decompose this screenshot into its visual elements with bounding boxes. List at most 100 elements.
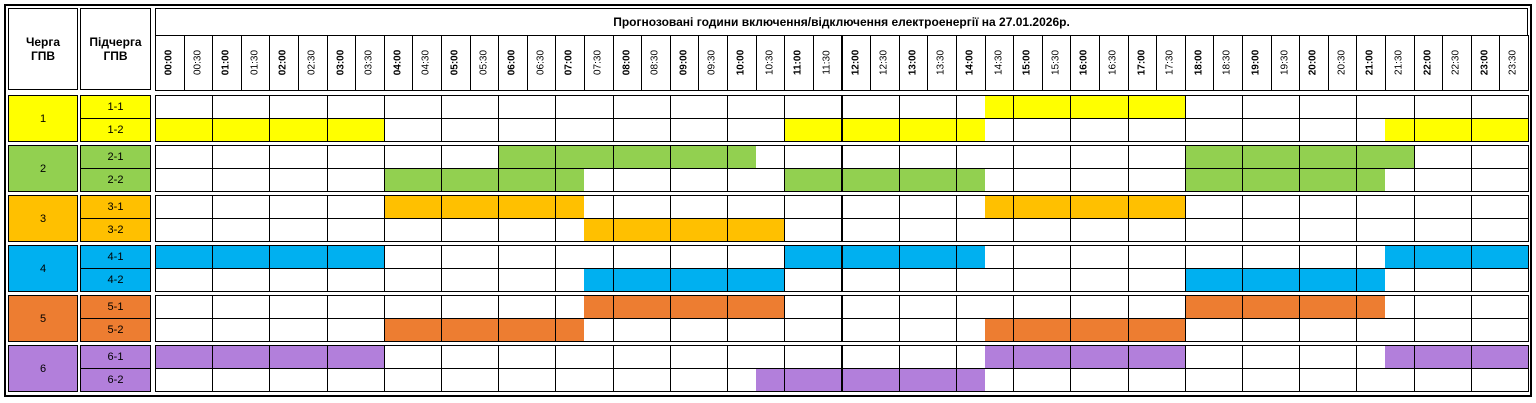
slot — [984, 295, 1014, 318]
slot — [1470, 295, 1500, 318]
slot — [1156, 218, 1186, 241]
slot — [326, 368, 356, 391]
slot — [755, 318, 785, 341]
slot — [183, 318, 213, 341]
slot — [1156, 245, 1186, 268]
slot — [927, 295, 957, 318]
hour-border — [898, 245, 957, 269]
slot — [1156, 95, 1186, 118]
slot — [269, 195, 299, 218]
time-label: 17:30 — [1164, 49, 1176, 76]
slot — [526, 268, 557, 291]
hour-border — [1470, 145, 1529, 169]
slot — [355, 245, 385, 268]
time-label: 21:30 — [1393, 49, 1405, 76]
hour-border — [612, 368, 671, 392]
hour-border — [1470, 295, 1529, 319]
slot — [1384, 95, 1415, 118]
slot — [269, 145, 299, 168]
slot — [727, 318, 757, 341]
slot — [1041, 168, 1071, 191]
time-label: 02:00 — [277, 49, 289, 76]
slot — [1070, 345, 1100, 368]
time-label: 12:00 — [850, 49, 861, 76]
slot — [1127, 168, 1157, 191]
slot — [1499, 368, 1529, 391]
slot — [641, 245, 671, 268]
slot — [355, 195, 385, 218]
hour-border — [155, 345, 214, 369]
slot — [1213, 295, 1243, 318]
slot — [1241, 195, 1272, 218]
slot — [1241, 168, 1272, 191]
slot — [669, 168, 700, 191]
slot — [1384, 368, 1415, 391]
slot — [812, 218, 843, 241]
hour-border — [1184, 168, 1243, 192]
slot — [526, 295, 557, 318]
hour-border — [555, 145, 614, 169]
slot — [870, 318, 900, 341]
hour-border — [784, 245, 843, 269]
hour-border — [383, 168, 443, 192]
slot — [298, 218, 328, 241]
hour-border — [212, 245, 271, 269]
time-label: 12:30 — [878, 49, 890, 76]
hour-border — [383, 345, 443, 369]
slot — [412, 245, 442, 268]
hour-border — [1241, 295, 1301, 319]
time-label: 20:30 — [1336, 49, 1348, 76]
hour-border — [784, 368, 843, 392]
hour-border — [441, 295, 500, 319]
hour-border — [383, 295, 443, 319]
slot — [669, 195, 700, 218]
slot — [1442, 295, 1472, 318]
slot — [212, 118, 242, 141]
slot — [1213, 345, 1243, 368]
hour-border — [612, 145, 671, 169]
slot — [727, 295, 757, 318]
slot — [183, 295, 213, 318]
slot — [555, 268, 585, 291]
slot — [1070, 368, 1100, 391]
hour-border — [441, 345, 500, 369]
slot — [1470, 145, 1500, 168]
slot — [812, 295, 843, 318]
slot — [155, 168, 185, 191]
slot — [641, 295, 671, 318]
slot — [898, 295, 928, 318]
hour-border — [1470, 95, 1529, 119]
hour-border — [383, 118, 443, 142]
slot — [1156, 318, 1186, 341]
slot — [326, 145, 356, 168]
slot — [898, 118, 928, 141]
hour-border — [1070, 118, 1129, 142]
slot — [1013, 268, 1043, 291]
slot — [955, 268, 986, 291]
slot — [240, 368, 271, 391]
slot — [212, 168, 242, 191]
slot — [812, 95, 843, 118]
hour-border — [555, 368, 614, 392]
hour-border — [612, 245, 671, 269]
slot — [727, 268, 757, 291]
time-label: 15:30 — [1050, 49, 1062, 76]
slot — [183, 245, 213, 268]
slot — [269, 118, 299, 141]
hour-border — [1127, 118, 1186, 142]
hour-border — [1299, 295, 1358, 319]
slot — [755, 168, 785, 191]
slot — [1213, 145, 1243, 168]
slot — [727, 145, 757, 168]
slot — [269, 245, 299, 268]
slot — [155, 368, 185, 391]
slot — [1041, 318, 1071, 341]
slot — [240, 95, 271, 118]
time-label: 07:00 — [563, 49, 575, 76]
slot — [870, 168, 900, 191]
time-label: 01:00 — [220, 49, 232, 76]
hour-border — [1413, 95, 1472, 119]
hour-border — [212, 95, 271, 119]
slot — [1442, 318, 1472, 341]
slot — [927, 95, 957, 118]
